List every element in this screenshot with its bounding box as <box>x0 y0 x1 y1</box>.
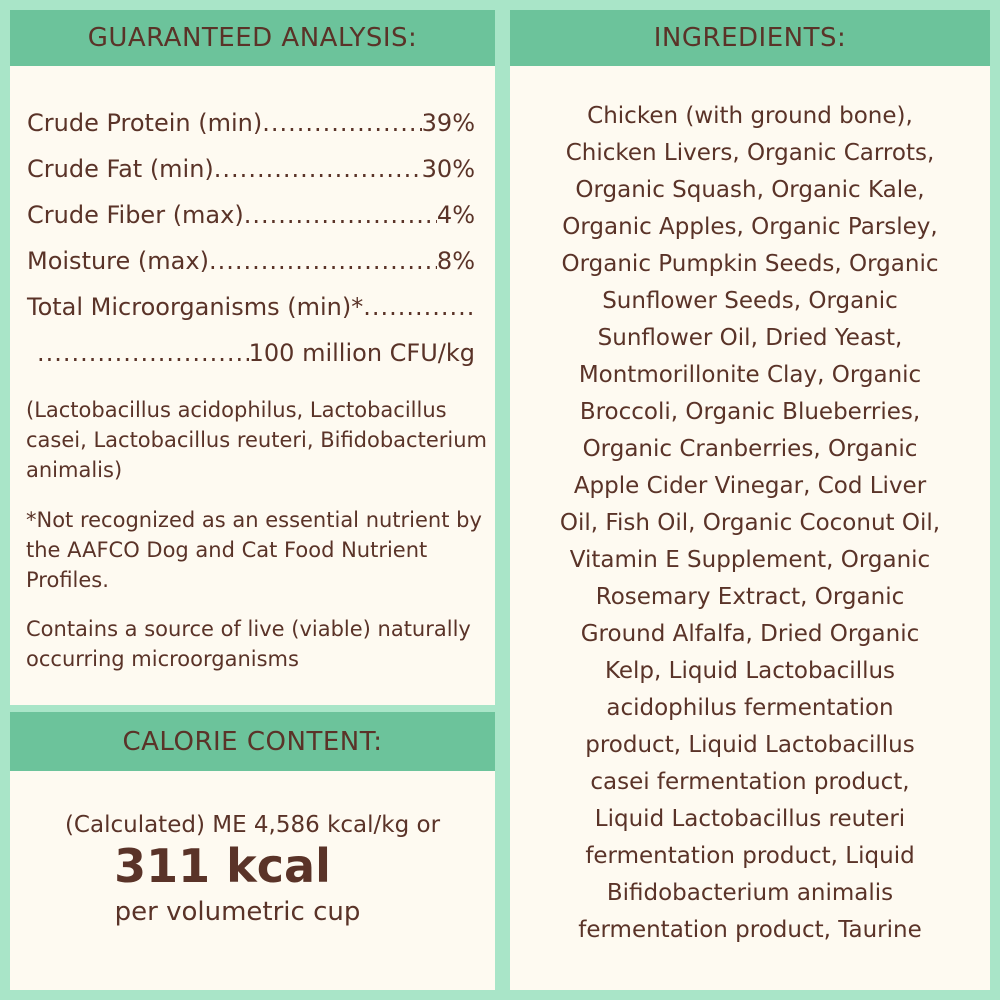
analysis-value: 39% <box>421 109 475 137</box>
ingredient-line: Bifidobacterium animalis <box>606 880 894 906</box>
calorie-content-title: CALORIE CONTENT: <box>10 712 495 771</box>
ingredient-line: product, Liquid Lactobacillus <box>585 732 915 758</box>
analysis-rows: Crude Protein (min) 39% Crude Fat (min) 30%… <box>27 100 475 376</box>
ingredient-line: Organic Apples, Organic Parsley, <box>562 214 938 240</box>
footnote-text: *Not recognized as an essential nutrient… <box>26 508 482 592</box>
analysis-label: Crude Protein (min) <box>27 109 263 137</box>
analysis-row: Crude Fiber (max) 4% <box>27 192 475 238</box>
leader-dots <box>37 339 249 367</box>
ingredient-line: Rosemary Extract, Organic <box>595 584 905 610</box>
analysis-row: 100 million CFU/kg <box>27 330 475 376</box>
ingredient-line: acidophilus fermentation <box>606 695 894 721</box>
ingredient-line: Sunflower Seeds, Organic <box>602 288 898 314</box>
analysis-label: Crude Fiber (max) <box>27 201 244 229</box>
ingredient-line: casei fermentation product, <box>590 769 910 795</box>
ingredient-line: Montmorillonite Clay, Organic <box>578 362 922 388</box>
analysis-row: Total Microorganisms (min)* <box>27 284 475 330</box>
ingredient-line: fermentation product, Taurine <box>578 917 922 943</box>
analysis-value: 4% <box>436 201 475 229</box>
ingredient-line: Chicken (with ground bone), <box>587 103 913 129</box>
leader-dots <box>244 201 437 229</box>
ingredient-line: Kelp, Liquid Lactobacillus <box>604 658 896 684</box>
analysis-row: Moisture (max) 8% <box>27 238 475 284</box>
analysis-value: 8% <box>436 247 475 275</box>
ingredients-title: INGREDIENTS: <box>510 10 990 66</box>
analysis-value: 30% <box>421 155 475 183</box>
analysis-value: 100 million CFU/kg <box>248 339 475 367</box>
analysis-row: Crude Fat (min) 30% <box>27 146 475 192</box>
ingredient-line: Liquid Lactobacillus reuteri <box>594 806 906 832</box>
analysis-label: Total Microorganisms (min)* <box>27 293 364 321</box>
analysis-row: Crude Protein (min) 39% <box>27 100 475 146</box>
ingredients-list: Chicken (with ground bone), Chicken Liver… <box>524 98 976 949</box>
ingredient-line: Sunflower Oil, Dried Yeast, <box>597 325 903 351</box>
leader-dots <box>214 155 422 183</box>
ingredient-line: fermentation product, Liquid <box>585 843 915 869</box>
ingredient-line: Apple Cider Vinegar, Cod Liver <box>573 473 927 499</box>
calorie-per-cup-unit: per volumetric cup <box>114 897 361 927</box>
calorie-per-kg: (Calculated) ME 4,586 kcal/kg or <box>64 812 441 838</box>
guaranteed-analysis-panel: GUARANTEED ANALYSIS: Crude Protein (min)… <box>10 10 495 705</box>
calorie-content-panel: CALORIE CONTENT: (Calculated) ME 4,586 k… <box>10 712 495 990</box>
ingredient-line: Organic Squash, Organic Kale, <box>575 177 925 203</box>
ingredients-panel: INGREDIENTS: Chicken (with ground bone),… <box>510 10 990 990</box>
ingredient-line: Vitamin E Supplement, Organic <box>569 547 931 573</box>
ingredient-line: Organic Cranberries, Organic <box>582 436 918 462</box>
ingredient-line: Oil, Fish Oil, Organic Coconut Oil, <box>559 510 941 536</box>
ingredient-line: Broccoli, Organic Blueberries, <box>579 399 921 425</box>
leader-dots <box>209 247 437 275</box>
guaranteed-analysis-title: GUARANTEED ANALYSIS: <box>10 10 495 66</box>
calorie-per-cup: 311 kcal <box>114 839 331 893</box>
analysis-label: Crude Fat (min) <box>27 155 214 183</box>
live-note-text: Contains a source of live (viable) natur… <box>26 617 471 671</box>
strains-text: (Lactobacillus acidophilus, Lactobacillu… <box>26 398 487 482</box>
leader-dots <box>262 109 421 137</box>
ingredient-line: Ground Alfalfa, Dried Organic <box>580 621 920 647</box>
ingredient-line: Organic Pumpkin Seeds, Organic <box>561 251 939 277</box>
ingredient-line: Chicken Livers, Organic Carrots, <box>565 140 935 166</box>
analysis-label: Moisture (max) <box>27 247 209 275</box>
leader-dots <box>363 293 475 321</box>
